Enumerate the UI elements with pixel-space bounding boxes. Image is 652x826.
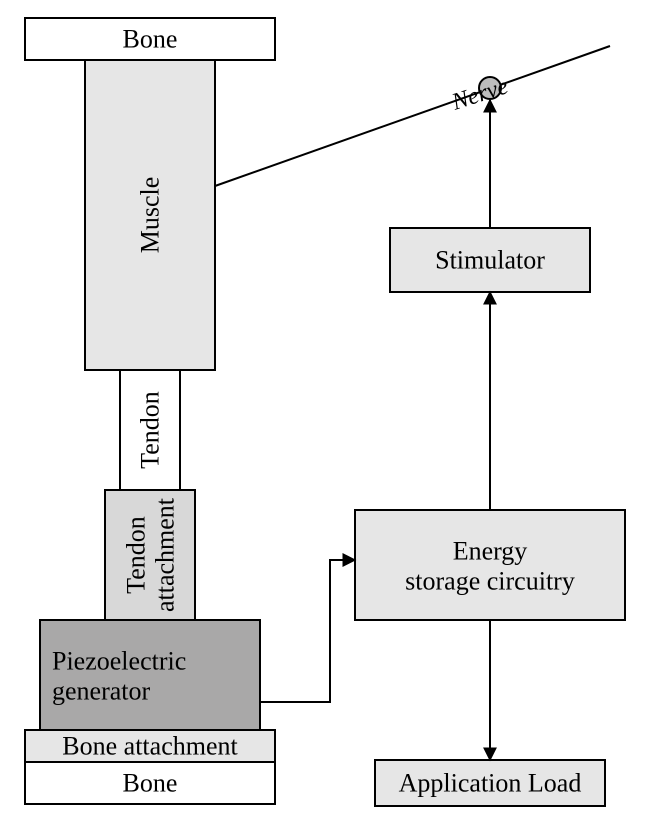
svg-text:Bone: Bone: [123, 25, 178, 54]
svg-text:Bone attachment: Bone attachment: [62, 732, 238, 761]
svg-text:Stimulator: Stimulator: [435, 246, 545, 275]
svg-text:Bone: Bone: [123, 769, 178, 798]
node-app-load: Application Load: [375, 760, 605, 806]
node-bone-top: Bone: [25, 18, 275, 60]
svg-text:Muscle: Muscle: [136, 177, 165, 254]
node-tendon: Tendon: [120, 370, 180, 490]
node-stimulator: Stimulator: [390, 228, 590, 292]
node-energy-storage: Energystorage circuitry: [355, 510, 625, 620]
node-bone-attach: Bone attachment: [25, 730, 275, 762]
node-muscle: Muscle: [85, 60, 215, 370]
node-bone-bottom: Bone: [25, 762, 275, 804]
svg-text:Tendon: Tendon: [136, 391, 165, 469]
svg-text:Application Load: Application Load: [399, 769, 582, 798]
node-tendon-attach: Tendonattachment: [105, 490, 195, 620]
node-piezo: Piezoelectricgenerator: [40, 620, 260, 730]
diagram-canvas: Bone Muscle Tendon TendonattachmentPiezoele…: [0, 0, 652, 826]
